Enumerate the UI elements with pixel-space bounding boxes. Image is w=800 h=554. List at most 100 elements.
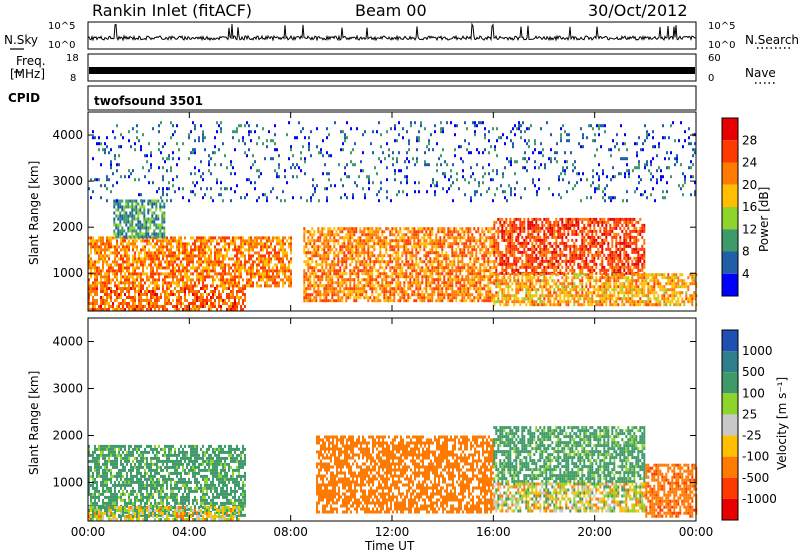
power-cell — [493, 273, 496, 277]
power-cell — [581, 256, 584, 260]
power-cell — [125, 205, 128, 209]
power-cell — [567, 265, 570, 269]
power-cell — [108, 269, 110, 273]
power-cell — [321, 263, 324, 267]
power-cell — [489, 227, 492, 231]
power-cell — [154, 242, 156, 246]
power-cell — [186, 260, 188, 264]
power-cell — [309, 266, 312, 270]
power-cell — [411, 293, 414, 297]
power-cell — [234, 236, 236, 240]
power-cell — [280, 260, 282, 264]
power-cell — [118, 308, 120, 311]
power-cell — [453, 242, 456, 246]
power-cell — [134, 308, 136, 311]
power-cell — [515, 229, 518, 233]
power-cell — [156, 281, 158, 285]
power-cell — [375, 281, 378, 285]
power-cell — [250, 254, 252, 258]
power-cell — [286, 257, 288, 261]
power-cell — [152, 245, 154, 249]
power-cell — [238, 236, 240, 240]
power-cell — [122, 302, 124, 305]
power-cell — [307, 269, 310, 273]
power-cell — [266, 275, 268, 279]
power-cell — [547, 262, 550, 266]
power-cell — [121, 208, 124, 212]
power-cell — [445, 293, 448, 297]
power-cell — [515, 259, 518, 263]
power-cell — [164, 281, 166, 285]
power-cell — [116, 254, 118, 258]
power-cell — [147, 202, 150, 206]
power-cell — [118, 269, 120, 273]
power-cell — [202, 284, 204, 288]
power-cell — [467, 236, 470, 240]
power-cell — [250, 248, 252, 252]
power-cell — [457, 236, 460, 240]
power-cell — [184, 248, 186, 252]
power-cell — [262, 254, 264, 258]
power-cell — [575, 244, 578, 248]
power-cell — [529, 288, 532, 292]
power-cell — [329, 299, 332, 303]
power-cell — [443, 227, 446, 231]
power-cell — [228, 257, 230, 261]
power-cell — [571, 279, 574, 283]
power-cell — [571, 276, 574, 280]
power-cell — [182, 302, 184, 305]
power-cell — [90, 251, 92, 255]
power-cell — [529, 259, 532, 263]
power-cell — [397, 230, 400, 234]
power-cell — [220, 296, 222, 299]
power-cell — [274, 251, 276, 255]
power-cell — [321, 242, 324, 246]
power-cell — [321, 275, 324, 279]
power-cell — [242, 245, 244, 249]
power-cell — [585, 265, 588, 269]
power-cell — [210, 257, 212, 261]
power-cell — [627, 235, 630, 239]
power-cell — [186, 251, 188, 255]
power-cell — [415, 257, 418, 261]
power-cell — [146, 287, 148, 290]
power-cell — [503, 229, 506, 233]
power-cell — [439, 254, 442, 258]
power-cell — [521, 235, 524, 239]
power-cell — [369, 254, 372, 258]
power-cell — [119, 214, 122, 218]
power-cell — [561, 276, 564, 280]
power-cell — [615, 268, 618, 272]
power-cell — [128, 239, 130, 243]
power-cell — [565, 288, 568, 292]
power-cell — [525, 285, 528, 289]
power-cell — [333, 266, 336, 270]
power-cell — [583, 265, 586, 269]
power-cell — [140, 263, 142, 267]
power-cell — [517, 300, 520, 304]
power-cell — [431, 233, 434, 237]
power-cell — [96, 293, 98, 296]
power-cell — [132, 302, 134, 305]
power-cell — [525, 256, 528, 260]
power-cell — [395, 290, 398, 294]
power-cell — [589, 276, 592, 280]
power-cell — [145, 229, 148, 233]
power-cell — [623, 232, 626, 236]
power-cell — [565, 235, 568, 239]
power-cell — [202, 296, 204, 299]
power-cell — [163, 211, 166, 215]
power-cell — [385, 278, 388, 282]
power-cell — [551, 273, 554, 277]
power-cell — [581, 253, 584, 257]
power-cell — [100, 242, 102, 246]
power-cell — [483, 296, 486, 300]
power-cell — [115, 223, 118, 227]
power-cell — [361, 293, 364, 297]
power-cell — [447, 269, 450, 273]
power-cell — [170, 293, 172, 296]
power-cell — [242, 254, 244, 258]
power-cell — [115, 214, 118, 218]
power-cell — [415, 287, 418, 291]
power-cell — [351, 269, 354, 273]
